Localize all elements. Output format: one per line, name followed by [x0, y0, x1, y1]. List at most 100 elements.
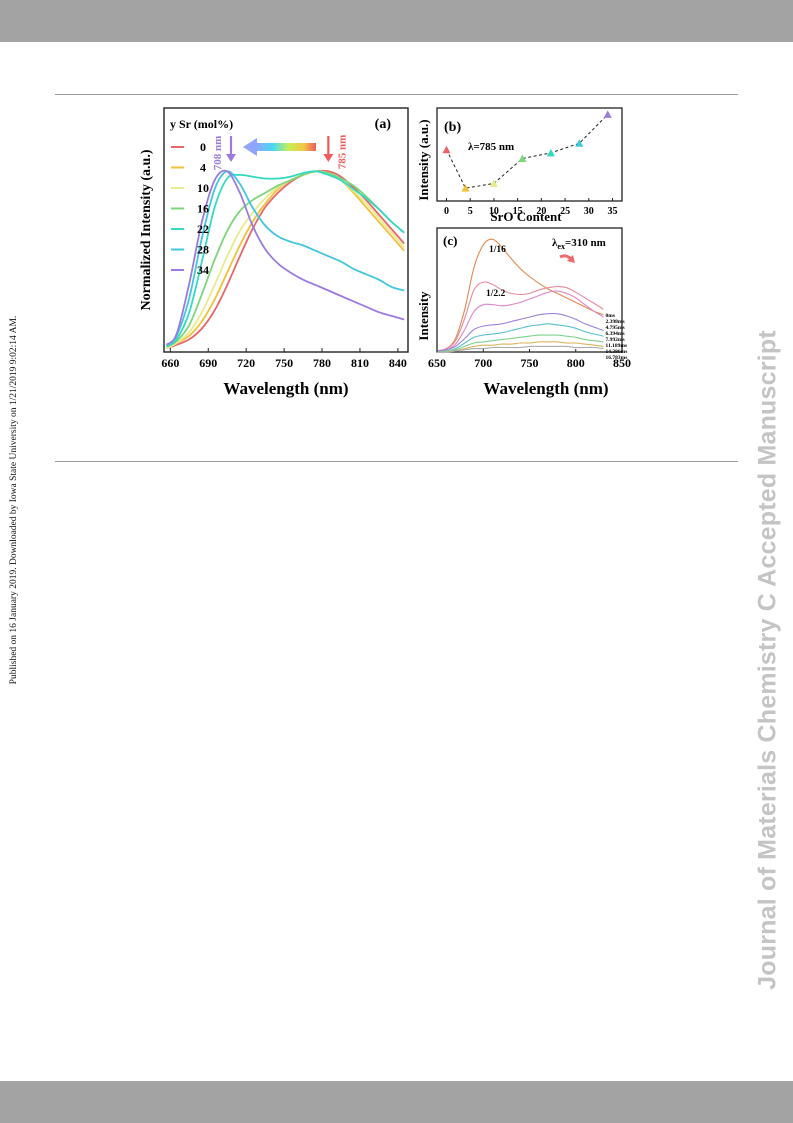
- panel-b-tick-label: 15: [513, 206, 523, 217]
- panel-b-points: [442, 110, 612, 192]
- panel-c-red-arrowhead: [567, 255, 575, 263]
- panel-c-annotation-value: =310 nm: [565, 237, 606, 249]
- panel-c-xlabel: Wavelength (nm): [483, 379, 608, 398]
- figure: 660 690 720 750 780 810 840 (a) y Sr (mol%) 0 4…: [139, 107, 631, 398]
- panel-b-label: (b): [444, 120, 461, 135]
- decay-curve-6.394ms: [436, 312, 604, 352]
- panel-c-annotation-sub: ex: [557, 242, 565, 251]
- right-peak-label: 785 nm: [336, 135, 348, 170]
- panel-b: 0 5 10 15 20 25 30 35 (b) λ=785 nm Intensity (a…: [416, 107, 623, 224]
- panel-b-tick-label: 0: [444, 206, 449, 217]
- panel-a-tick-label: 780: [313, 356, 331, 370]
- spectrum-gradient-arrow: [255, 143, 316, 151]
- panel-a-tick-label: 660: [161, 356, 179, 370]
- panel-b-point: [575, 139, 584, 147]
- panel-a-tick-label: 750: [275, 356, 293, 370]
- decay-curve-11.189ms: [436, 334, 604, 353]
- series-line-22: [165, 170, 405, 348]
- panel-a-legend: 0 4 10 16 22 28 34: [171, 140, 209, 277]
- legend-label-10: 10: [197, 181, 209, 195]
- panel-b-point: [546, 148, 555, 157]
- panel-c-ratio-1: 1/16: [489, 245, 506, 255]
- decay-label-11.189ms: 11.189ms: [606, 343, 628, 349]
- panel-c-tick-label: 800: [567, 356, 585, 370]
- legend-label-16: 16: [197, 202, 209, 216]
- panel-c-tick-label: 850: [613, 356, 631, 370]
- decay-label-2.398ms: 2.398ms: [606, 319, 625, 325]
- panel-c-tick-label: 700: [474, 356, 492, 370]
- panel-b-tick-label: 35: [608, 206, 618, 217]
- panel-a-ylabel: Normalized Intensity (a.u.): [139, 149, 154, 310]
- decay-label-14.386ms: 14.386ms: [606, 349, 628, 355]
- legend-label-0: 0: [200, 140, 206, 154]
- panel-a-tick-label: 720: [237, 356, 255, 370]
- panel-b-point: [442, 145, 451, 154]
- panel-a-tick-label: 690: [199, 356, 217, 370]
- panel-a-legend-title: y Sr (mol%): [170, 117, 233, 131]
- series-line-16: [166, 170, 405, 348]
- panel-a-label: (a): [375, 117, 392, 132]
- decay-label-4.795ms: 4.795ms: [606, 325, 625, 331]
- panel-b-xlabel: SrO Content: [490, 209, 562, 224]
- legend-label-4: 4: [200, 161, 206, 175]
- spectrum-arrowhead: [243, 138, 257, 156]
- panel-b-point: [518, 154, 527, 163]
- bottom-banner: [0, 1081, 793, 1123]
- panel-b-annotation: λ=785 nm: [468, 141, 514, 153]
- panel-a: 660 690 720 750 780 810 840 (a) y Sr (mol%) 0 4…: [139, 107, 409, 398]
- panel-a-tick-label: 840: [389, 356, 407, 370]
- panel-c-tick-label: 750: [521, 356, 539, 370]
- panel-c-red-arrow: [559, 254, 573, 261]
- decay-curve-4.795ms: [436, 290, 604, 352]
- panel-c: 0ms2.398ms4.795ms6.394ms7.992ms11.189ms1…: [416, 227, 631, 398]
- panel-b-tick-label: 10: [489, 206, 499, 217]
- panel-c-annotation: λex=310 nm: [552, 237, 606, 251]
- decay-label-16.783ms: 16.783ms: [606, 355, 628, 361]
- panel-a-tick-label: 810: [351, 356, 369, 370]
- panel-b-point: [603, 110, 612, 118]
- decay-curve-2.398ms: [436, 281, 604, 352]
- series-line-28: [165, 170, 405, 346]
- panel-a-xticks: 660 690 720 750 780 810 840: [161, 348, 407, 370]
- panel-a-xlabel: Wavelength (nm): [223, 379, 348, 398]
- series-line-34: [165, 169, 405, 346]
- panel-b-tick-label: 25: [560, 206, 570, 217]
- panel-c-annotation-lambda: λ: [552, 237, 558, 249]
- figure-top-rule: [55, 94, 738, 95]
- panel-a-curves: [165, 169, 405, 350]
- legend-label-28: 28: [197, 243, 209, 257]
- decay-label-0ms: 0ms: [606, 313, 615, 319]
- panel-c-xticks: 650 700 750 800 850: [428, 349, 631, 370]
- panel-b-point: [489, 179, 498, 187]
- panel-c-ratio-2: 1/2.2: [486, 289, 506, 299]
- publication-note: Published on 16 January 2019. Downloaded…: [9, 315, 19, 685]
- legend-label-22: 22: [197, 222, 209, 236]
- panel-b-tick-label: 20: [536, 206, 546, 217]
- panel-c-label: (c): [443, 233, 457, 248]
- panel-b-point: [461, 184, 470, 192]
- journal-watermark: Journal of Materials Chemistry C Accepte…: [753, 330, 782, 990]
- figure-bottom-rule: [55, 461, 738, 462]
- panel-a-frame: [163, 107, 409, 353]
- panel-c-curves: 0ms2.398ms4.795ms6.394ms7.992ms11.189ms1…: [436, 238, 628, 361]
- decay-label-6.394ms: 6.394ms: [606, 331, 625, 337]
- legend-label-34: 34: [197, 263, 209, 277]
- left-peak-arrowhead: [226, 154, 237, 162]
- series-line-0: [166, 169, 405, 350]
- decay-curve-0ms: [436, 238, 604, 352]
- left-peak-label: 708 nm: [212, 136, 224, 171]
- decay-curve-7.992ms: [436, 323, 604, 353]
- decay-curve-14.386ms: [436, 341, 604, 353]
- panel-a-peak-markers: 708 nm 785 nm: [212, 135, 348, 171]
- panel-b-frame: [436, 107, 623, 202]
- decay-label-7.992ms: 7.992ms: [606, 337, 625, 343]
- panel-b-tick-label: 5: [468, 206, 473, 217]
- panel-c-tick-label: 650: [428, 356, 446, 370]
- top-banner: [0, 0, 793, 42]
- right-peak-arrowhead: [323, 154, 334, 162]
- panel-b-xticks: 0 5 10 15 20 25 30 35: [444, 198, 618, 217]
- decay-curve-16.783ms: [436, 345, 604, 353]
- panel-c-ylabel: Intensity: [416, 291, 431, 341]
- panel-b-ylabel: Intensity (a.u.): [416, 119, 431, 200]
- panel-b-tick-label: 30: [584, 206, 594, 217]
